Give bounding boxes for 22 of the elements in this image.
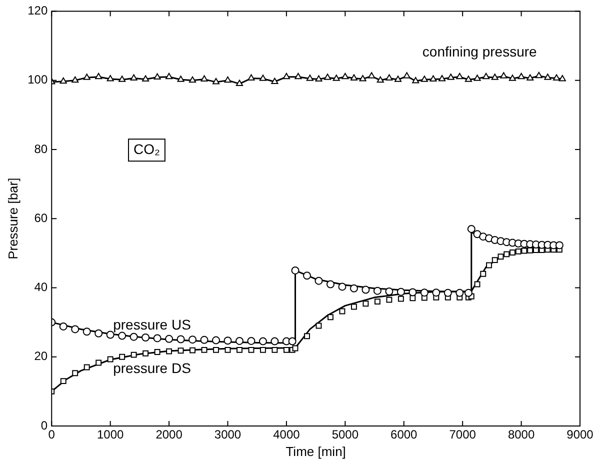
annotation: confining pressure bbox=[422, 44, 538, 60]
y-tick-label: 20 bbox=[34, 349, 48, 364]
y-tick-label: 100 bbox=[28, 72, 48, 87]
y-tick-label: 60 bbox=[34, 210, 48, 225]
annotation: pressure US bbox=[113, 316, 191, 332]
y-tick-label: 40 bbox=[34, 280, 48, 294]
y-tick-label: 120 bbox=[28, 4, 48, 18]
x-tick-label: 6000 bbox=[390, 428, 418, 442]
x-tick-label: 5000 bbox=[332, 428, 359, 442]
x-tick-label: 8000 bbox=[508, 428, 535, 442]
x-tick-label: 9000 bbox=[566, 428, 594, 442]
x-tick-label: 3000 bbox=[214, 428, 242, 442]
x-axis-title: Time [min] bbox=[286, 444, 346, 459]
y-axis-title: Pressure [bar] bbox=[5, 178, 20, 260]
annotation: pressure DS bbox=[113, 360, 191, 376]
y-tick-label: 80 bbox=[34, 142, 48, 156]
x-tick-label: 4000 bbox=[273, 428, 300, 442]
y-tick-label: 0 bbox=[40, 418, 48, 432]
x-tick-label: 1000 bbox=[96, 428, 124, 442]
annotation: CO₂ bbox=[134, 141, 160, 158]
x-tick-label: 2000 bbox=[156, 428, 183, 442]
x-tick-label: 7000 bbox=[449, 428, 476, 442]
